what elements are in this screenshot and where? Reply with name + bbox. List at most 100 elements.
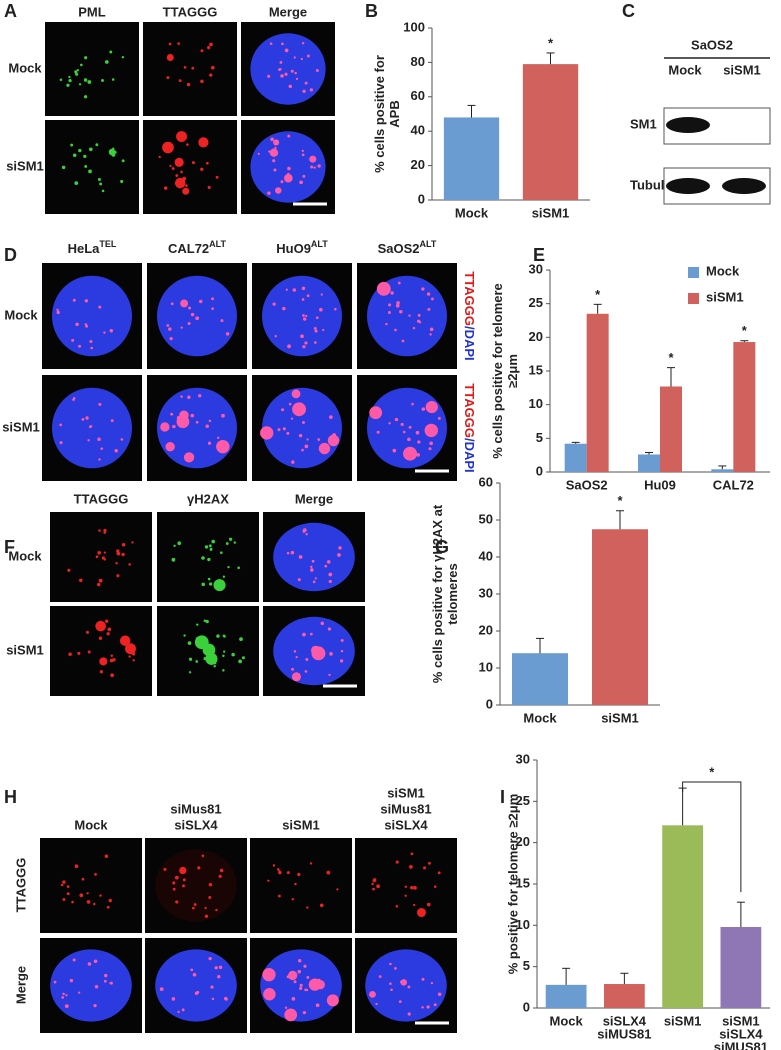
focus — [132, 659, 135, 662]
focus — [272, 302, 276, 306]
focus — [78, 83, 82, 86]
focus — [94, 985, 99, 989]
focus — [179, 410, 189, 421]
focus — [409, 865, 413, 869]
focus — [306, 438, 309, 441]
focus — [68, 78, 72, 83]
column-header: Merge — [295, 491, 333, 506]
focus — [286, 431, 290, 435]
bracket — [682, 781, 742, 893]
focus — [188, 657, 193, 661]
bar — [564, 443, 587, 472]
significance: * — [742, 323, 748, 338]
x-tick-label: Hu09 — [644, 477, 676, 492]
side-label-part: TTAGGG — [462, 383, 477, 438]
focus — [401, 339, 405, 343]
focus — [95, 555, 99, 559]
focus — [98, 402, 102, 406]
focus — [195, 316, 200, 321]
focus — [183, 634, 186, 637]
focus — [303, 317, 307, 321]
panel-label: C — [622, 1, 635, 21]
focus — [204, 545, 209, 549]
focus — [297, 578, 301, 582]
focus — [281, 42, 284, 46]
focus — [272, 864, 276, 867]
focus — [407, 437, 411, 442]
focus — [59, 78, 63, 82]
focus — [314, 577, 317, 580]
focus — [315, 1003, 320, 1008]
focus — [87, 650, 91, 654]
focus — [301, 153, 305, 157]
focus — [84, 299, 89, 303]
bar — [603, 984, 645, 1008]
focus — [176, 131, 187, 142]
row-label: Mock — [4, 307, 38, 322]
focus — [315, 980, 325, 990]
focus — [298, 959, 302, 963]
focus — [322, 328, 325, 332]
band — [666, 178, 710, 194]
focus — [398, 1000, 402, 1004]
panel-label: E — [533, 245, 545, 265]
focus — [339, 659, 344, 663]
panel-label: G — [435, 537, 449, 557]
focus — [121, 552, 125, 557]
focus — [85, 324, 89, 328]
micrograph — [40, 838, 142, 933]
focus — [182, 884, 185, 888]
y-tick-label: 0 — [523, 999, 530, 1014]
focus — [187, 395, 191, 399]
focus — [106, 905, 110, 909]
micrograph — [157, 512, 259, 602]
focus — [275, 187, 282, 194]
significance: * — [595, 287, 601, 302]
column-header-sup: ALT — [311, 239, 328, 249]
focus — [404, 894, 407, 897]
bar — [638, 454, 660, 472]
focus — [84, 56, 88, 60]
y-tick-label: 30 — [529, 261, 543, 276]
focus — [201, 556, 205, 560]
focus — [315, 316, 319, 320]
focus — [301, 448, 304, 452]
focus — [290, 417, 294, 420]
focus — [290, 69, 294, 73]
focus — [304, 444, 309, 449]
focus — [223, 650, 226, 653]
focus — [104, 60, 109, 64]
focus — [121, 159, 125, 163]
focus — [238, 659, 242, 664]
bar — [586, 313, 609, 472]
focus — [119, 635, 131, 646]
focus — [372, 878, 376, 883]
micrograph — [250, 838, 352, 933]
focus — [65, 994, 68, 997]
focus — [292, 402, 307, 417]
focus — [116, 549, 120, 553]
row-label: TTAGGG — [13, 858, 28, 913]
focus — [394, 328, 397, 332]
focus — [395, 303, 400, 308]
focus — [231, 652, 235, 657]
column-header: HuO9ALT — [276, 239, 328, 256]
focus — [326, 870, 331, 875]
focus — [417, 319, 421, 323]
focus — [241, 656, 245, 660]
focus — [114, 448, 118, 453]
focus — [394, 417, 399, 422]
focus — [175, 900, 179, 904]
focus — [282, 306, 286, 311]
column-header-sup: TEL — [99, 239, 117, 249]
focus — [174, 177, 186, 189]
focus — [74, 181, 79, 185]
focus — [163, 867, 167, 871]
focus — [197, 866, 201, 870]
focus — [163, 186, 168, 190]
side-label: TTAGGG/DAPI — [462, 383, 477, 472]
focus — [301, 286, 306, 291]
focus — [302, 314, 305, 317]
focus — [304, 988, 307, 992]
focus — [317, 438, 321, 441]
